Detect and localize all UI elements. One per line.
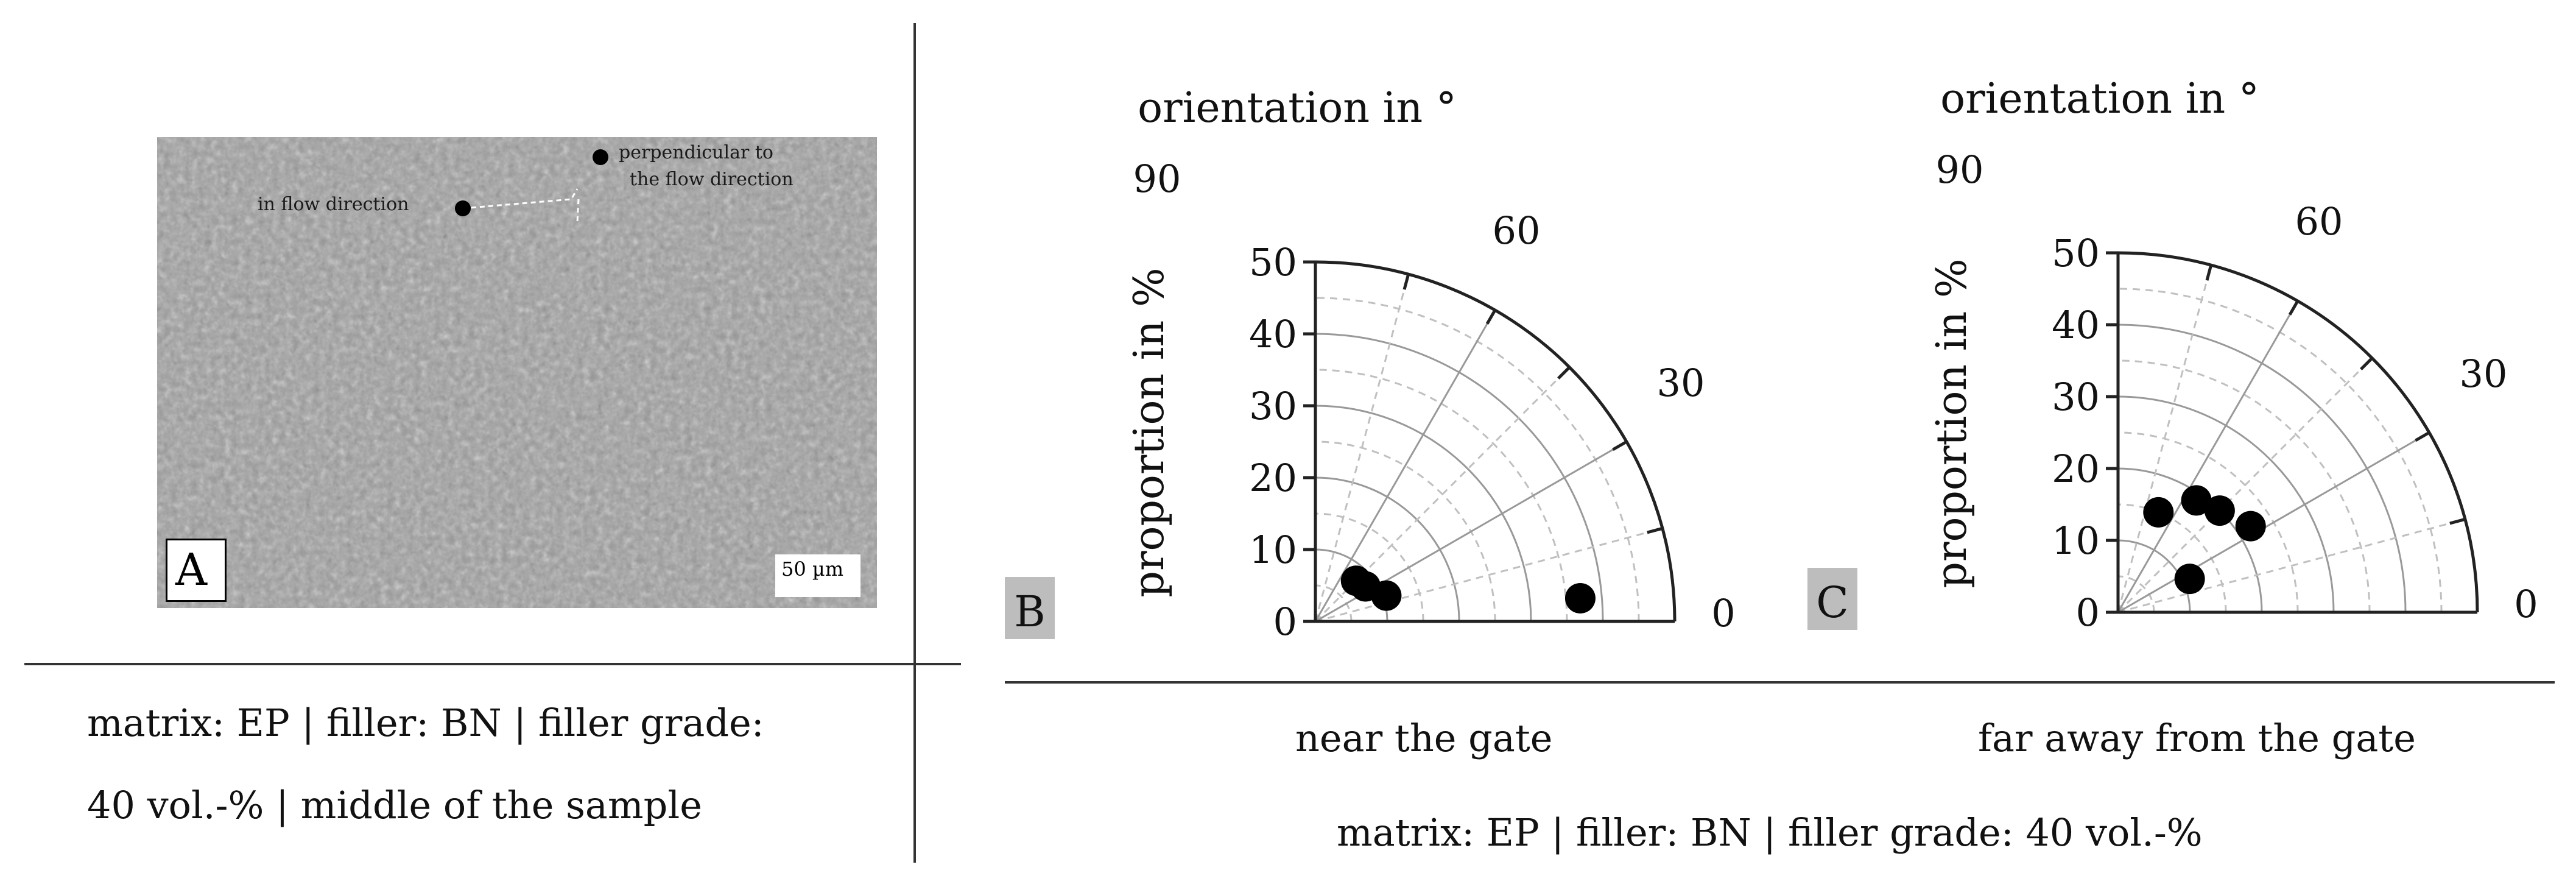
chart-b-angle-tick-label: 60: [1493, 208, 1541, 253]
chart-b-outer-arc: [1315, 260, 1677, 622]
chart-c-outer-arc: [2117, 251, 2479, 613]
in-flow-label: in flow direction: [258, 194, 409, 215]
chart-b-arc-tick: [1557, 366, 1571, 380]
chart-c-major-arc: [2117, 539, 2191, 613]
chart-b-radius-tick-label: 40: [1249, 312, 1297, 356]
chart-c-arc-tick: [2205, 264, 2213, 281]
chart-c-data-point: [2143, 497, 2174, 528]
chart-c-arc-tick: [2288, 300, 2300, 316]
in-flow-marker: [455, 200, 471, 216]
left-horizontal-divider: [24, 663, 961, 665]
chart-b-major-radial: [1314, 309, 1496, 622]
chart-c-angle-tick-label: 90: [1936, 147, 1984, 192]
right-horizontal-divider: [1005, 681, 2555, 684]
perpendicular-label-line1: perpendicular to: [619, 142, 773, 163]
chart-c-panel-label: C: [1816, 578, 1849, 628]
shared-caption: matrix: EP | filler: BN | filler grade: …: [1337, 810, 2203, 855]
chart-c-minor-arc: [2117, 359, 2371, 613]
chart-c-angle-tick-label: 60: [2295, 199, 2343, 244]
panel-a-caption-line2: 40 vol.-% | middle of the sample: [87, 783, 702, 827]
panel-a-caption-line1: matrix: EP | filler: BN | filler grade:: [87, 701, 764, 745]
chart-c-major-radial: [2117, 300, 2299, 613]
perpendicular-label-line2: the flow direction: [630, 169, 794, 190]
chart-c-radius-tick-label: 10: [2052, 518, 2100, 563]
panel-a-label-box: [166, 539, 227, 602]
chart-c-radius-tick-label: 40: [2052, 303, 2100, 347]
chart-b-arc-tick: [1402, 274, 1410, 290]
chart-b-panel-label: B: [1014, 587, 1045, 637]
chart-b-radius-tick-label: 50: [1249, 240, 1297, 285]
chart-c-angle-title: orientation in °: [1940, 75, 2259, 123]
chart-c-data-point: [2174, 564, 2205, 595]
chart-b-arc-tick: [1647, 526, 1663, 534]
chart-b-caption: near the gate: [1295, 716, 1553, 760]
chart-c-radius-tick-label: 30: [2052, 375, 2100, 419]
chart-c-minor-radial: [2117, 264, 2212, 613]
chart-c-angle-tick-label: 30: [2460, 352, 2508, 396]
panel-a-label: A: [175, 544, 207, 595]
chart-b-minor-radial: [1315, 527, 1663, 623]
chart-b-radius-tick-label: 0: [1273, 599, 1297, 644]
chart-c-radius-tick-label: 0: [2076, 590, 2100, 635]
vertical-divider: [913, 23, 916, 863]
chart-c-major-arc: [2117, 395, 2335, 613]
chart-c-data-point: [2181, 485, 2212, 516]
chart-c-major-radial: [2117, 431, 2430, 613]
perpendicular-marker: [593, 149, 608, 165]
chart-b-radius-title: proportion in %: [1125, 267, 1174, 597]
chart-b-minor-arc: [1315, 297, 1640, 622]
chart-c-minor-arc: [2117, 503, 2227, 613]
chart-c-radius-title: proportion in %: [1928, 258, 1976, 588]
chart-c-arc-tick: [2449, 517, 2466, 525]
chart-c-arc-tick: [2360, 357, 2373, 370]
chart-b-radius-tick-label: 30: [1249, 384, 1297, 428]
chart-c-data-point: [2204, 495, 2235, 526]
chart-b-arc-tick: [1485, 309, 1497, 325]
chart-c-panel-label-box: [1807, 568, 1857, 630]
chart-b-angle-title: orientation in °: [1138, 84, 1457, 132]
chart-b-panel-label-box: [1005, 577, 1055, 639]
chart-c-radius-tick-label: 20: [2052, 447, 2100, 491]
chart-c-minor-radial: [2117, 518, 2466, 613]
chart-c-minor-radial: [2117, 357, 2373, 613]
chart-c-radius-tick-label: 50: [2052, 231, 2100, 275]
chart-b-minor-arc: [1315, 584, 1353, 622]
chart-b-minor-radial: [1314, 274, 1410, 622]
chart-c-minor-arc: [2117, 575, 2155, 613]
chart-b-arc-tick: [1612, 440, 1628, 451]
chart-c-caption: far away from the gate: [1978, 716, 2416, 760]
chart-b-data-point: [1564, 582, 1596, 613]
chart-b-angle-tick-label: 0: [1711, 591, 1735, 635]
chart-b-radius-tick-label: 10: [1249, 528, 1297, 572]
chart-b-minor-arc: [1315, 369, 1568, 622]
chart-b-angle-tick-label: 30: [1657, 361, 1705, 405]
chart-b-angle-tick-label: 90: [1133, 157, 1181, 201]
flow-path-line: [462, 188, 580, 223]
scale-bar-label: 50 µm: [781, 557, 844, 581]
chart-c-angle-tick-label: 0: [2514, 582, 2538, 626]
sem-micrograph: in flow direction perpendicular to the f…: [157, 137, 877, 608]
chart-b-major-arc: [1315, 405, 1532, 622]
chart-b-minor-arc: [1315, 512, 1424, 622]
chart-c-minor-arc: [2117, 288, 2443, 613]
scale-bar-box: [775, 554, 860, 597]
chart-b-minor-radial: [1314, 366, 1571, 623]
chart-c-data-point: [2235, 511, 2266, 542]
sem-texture: [157, 137, 877, 608]
chart-b-radius-tick-label: 20: [1249, 456, 1297, 500]
chart-c-arc-tick: [2415, 431, 2430, 442]
chart-b-data-point: [1371, 580, 1402, 611]
